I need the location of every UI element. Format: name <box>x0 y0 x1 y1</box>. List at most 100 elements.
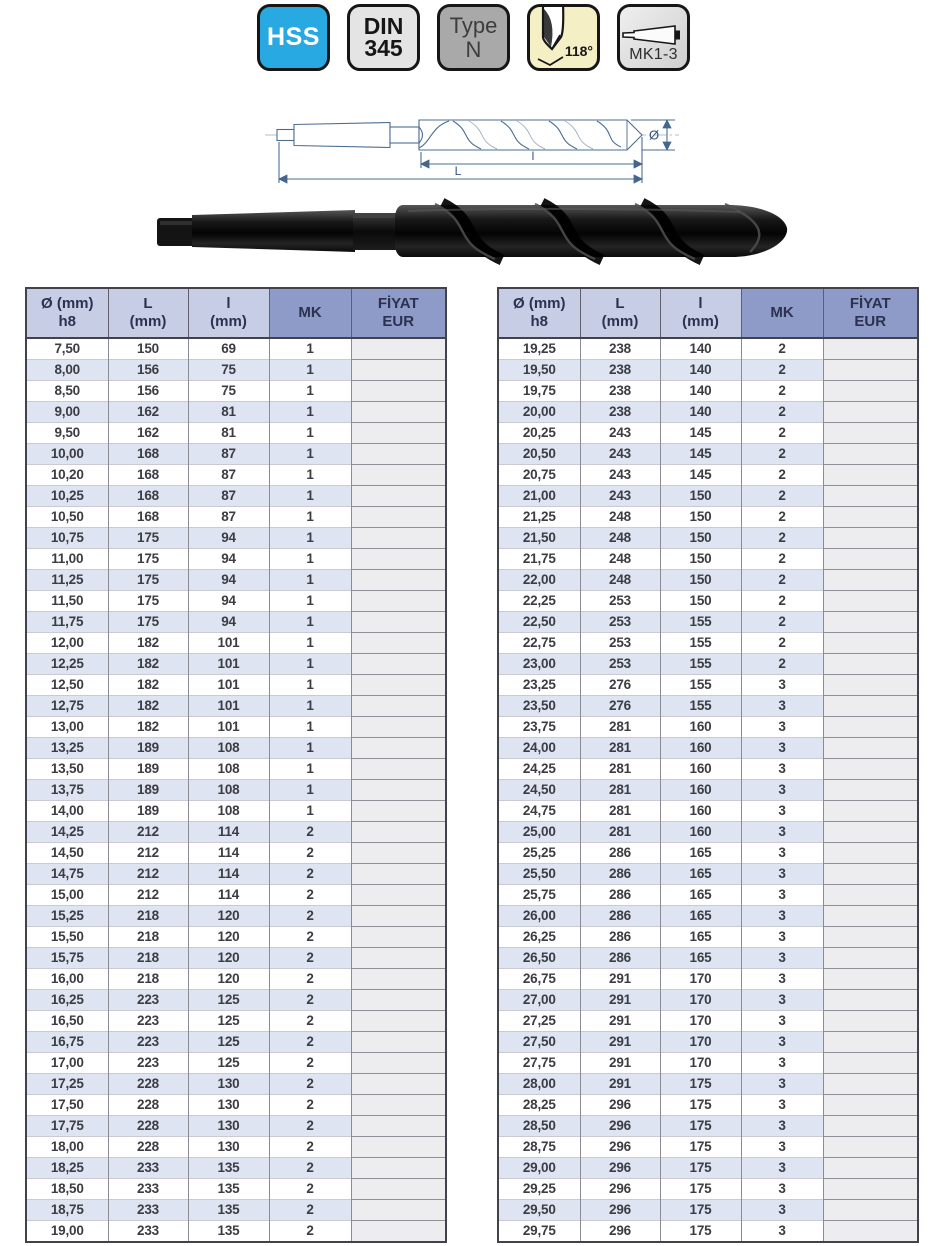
spec-cell: 3 <box>741 1094 824 1116</box>
spec-cell: 2 <box>269 1115 352 1137</box>
table-row: 15,00 212 114 2 <box>26 884 446 906</box>
table-row: 23,50 276 155 3 <box>498 695 918 717</box>
spec-cell: 189 <box>108 779 189 801</box>
price-cell <box>351 695 446 717</box>
table-row: 28,75 296 175 3 <box>498 1136 918 1158</box>
table-row: 24,25 281 160 3 <box>498 758 918 780</box>
spec-cell: 150 <box>660 548 742 570</box>
price-cell <box>351 989 446 1011</box>
spec-cell: 160 <box>660 779 742 801</box>
table-row: 22,25 253 150 2 <box>498 590 918 612</box>
spec-cell: 108 <box>188 758 270 780</box>
price-cell <box>823 1220 918 1242</box>
spec-cell: 2 <box>269 989 352 1011</box>
spec-cell: 286 <box>580 905 661 927</box>
spec-cell: 23,75 <box>498 716 581 738</box>
spec-cell: 1 <box>269 548 352 570</box>
table-row: 28,00 291 175 3 <box>498 1073 918 1095</box>
spec-cell: 248 <box>580 569 661 591</box>
table-row: 10,25 168 87 1 <box>26 485 446 507</box>
column-header: MK <box>741 288 824 339</box>
spec-cell: 11,50 <box>26 590 109 612</box>
spec-cell: 175 <box>108 527 189 549</box>
spec-cell: 223 <box>108 1052 189 1074</box>
spec-cell: 135 <box>188 1178 270 1200</box>
spec-cell: 87 <box>188 443 270 465</box>
spec-cell: 238 <box>580 359 661 381</box>
spec-cell: 233 <box>108 1178 189 1200</box>
spec-cell: 170 <box>660 1052 742 1074</box>
spec-cell: 3 <box>741 821 824 843</box>
spec-cell: 3 <box>741 1052 824 1074</box>
spec-cell: 291 <box>580 1010 661 1032</box>
spec-cell: 160 <box>660 758 742 780</box>
spec-cell: 281 <box>580 800 661 822</box>
spec-cell: 228 <box>108 1115 189 1137</box>
spec-cell: 248 <box>580 506 661 528</box>
table-row: 14,50 212 114 2 <box>26 842 446 864</box>
spec-cell: 26,50 <box>498 947 581 969</box>
spec-cell: 125 <box>188 1052 270 1074</box>
price-cell <box>351 632 446 654</box>
price-cell <box>351 1031 446 1053</box>
spec-cell: 18,25 <box>26 1157 109 1179</box>
price-cell <box>823 1094 918 1116</box>
spec-cell: 26,00 <box>498 905 581 927</box>
table-row: 13,75 189 108 1 <box>26 779 446 801</box>
spec-cell: 14,25 <box>26 821 109 843</box>
spec-cell: 2 <box>741 464 824 486</box>
price-cell <box>823 1199 918 1221</box>
spec-cell: 155 <box>660 674 742 696</box>
price-cell <box>823 695 918 717</box>
table-row: 28,50 296 175 3 <box>498 1115 918 1137</box>
spec-cell: 291 <box>580 1052 661 1074</box>
table-row: 29,50 296 175 3 <box>498 1199 918 1221</box>
header-row: Ø (mm) h8 L (mm) l (mm) MK FİYAT EUR <box>26 288 446 339</box>
spec-cell: 21,00 <box>498 485 581 507</box>
spec-cell: 69 <box>188 337 270 360</box>
spec-cell: 130 <box>188 1115 270 1137</box>
spec-cell: 2 <box>269 1136 352 1158</box>
spec-cell: 94 <box>188 569 270 591</box>
diameter-label: Ø <box>649 128 659 143</box>
price-cell <box>823 716 918 738</box>
spec-cell: 120 <box>188 947 270 969</box>
spec-cell: 223 <box>108 989 189 1011</box>
spec-cell: 155 <box>660 632 742 654</box>
spec-cell: 8,00 <box>26 359 109 381</box>
table-row: 20,50 243 145 2 <box>498 443 918 465</box>
table-row: 23,25 276 155 3 <box>498 674 918 696</box>
spec-cell: 170 <box>660 1010 742 1032</box>
price-cell <box>351 485 446 507</box>
spec-cell: 223 <box>108 1010 189 1032</box>
table-row: 26,25 286 165 3 <box>498 926 918 948</box>
spec-cell: 17,50 <box>26 1094 109 1116</box>
certification-badges: HSS DIN 345 Type N 118° MK1-3 <box>257 4 690 71</box>
spec-cell: 18,75 <box>26 1199 109 1221</box>
spec-cell: 253 <box>580 632 661 654</box>
spec-cell: 1 <box>269 401 352 423</box>
spec-cell: 182 <box>108 695 189 717</box>
table-row: 11,50 175 94 1 <box>26 590 446 612</box>
spec-cell: 16,00 <box>26 968 109 990</box>
badge-type-line2: N <box>465 36 482 62</box>
spec-cell: 160 <box>660 737 742 759</box>
spec-cell: 2 <box>269 1052 352 1074</box>
table-row: 27,50 291 170 3 <box>498 1031 918 1053</box>
table-row: 12,00 182 101 1 <box>26 632 446 654</box>
spec-cell: 2 <box>741 632 824 654</box>
badge-type-line1: Type <box>449 13 498 39</box>
price-cell <box>351 821 446 843</box>
size-table-left: Ø (mm) h8 L (mm) l (mm) MK FİYAT EUR 7,50 150 69 1 8,… <box>25 287 447 1243</box>
spec-cell: 2 <box>269 821 352 843</box>
spec-cell: 168 <box>108 485 189 507</box>
spec-cell: 22,25 <box>498 590 581 612</box>
spec-cell: 218 <box>108 905 189 927</box>
spec-cell: 28,25 <box>498 1094 581 1116</box>
spec-cell: 212 <box>108 863 189 885</box>
spec-cell: 10,00 <box>26 443 109 465</box>
spec-cell: 1 <box>269 506 352 528</box>
spec-cell: 3 <box>741 884 824 906</box>
spec-cell: 145 <box>660 443 742 465</box>
spec-cell: 155 <box>660 653 742 675</box>
